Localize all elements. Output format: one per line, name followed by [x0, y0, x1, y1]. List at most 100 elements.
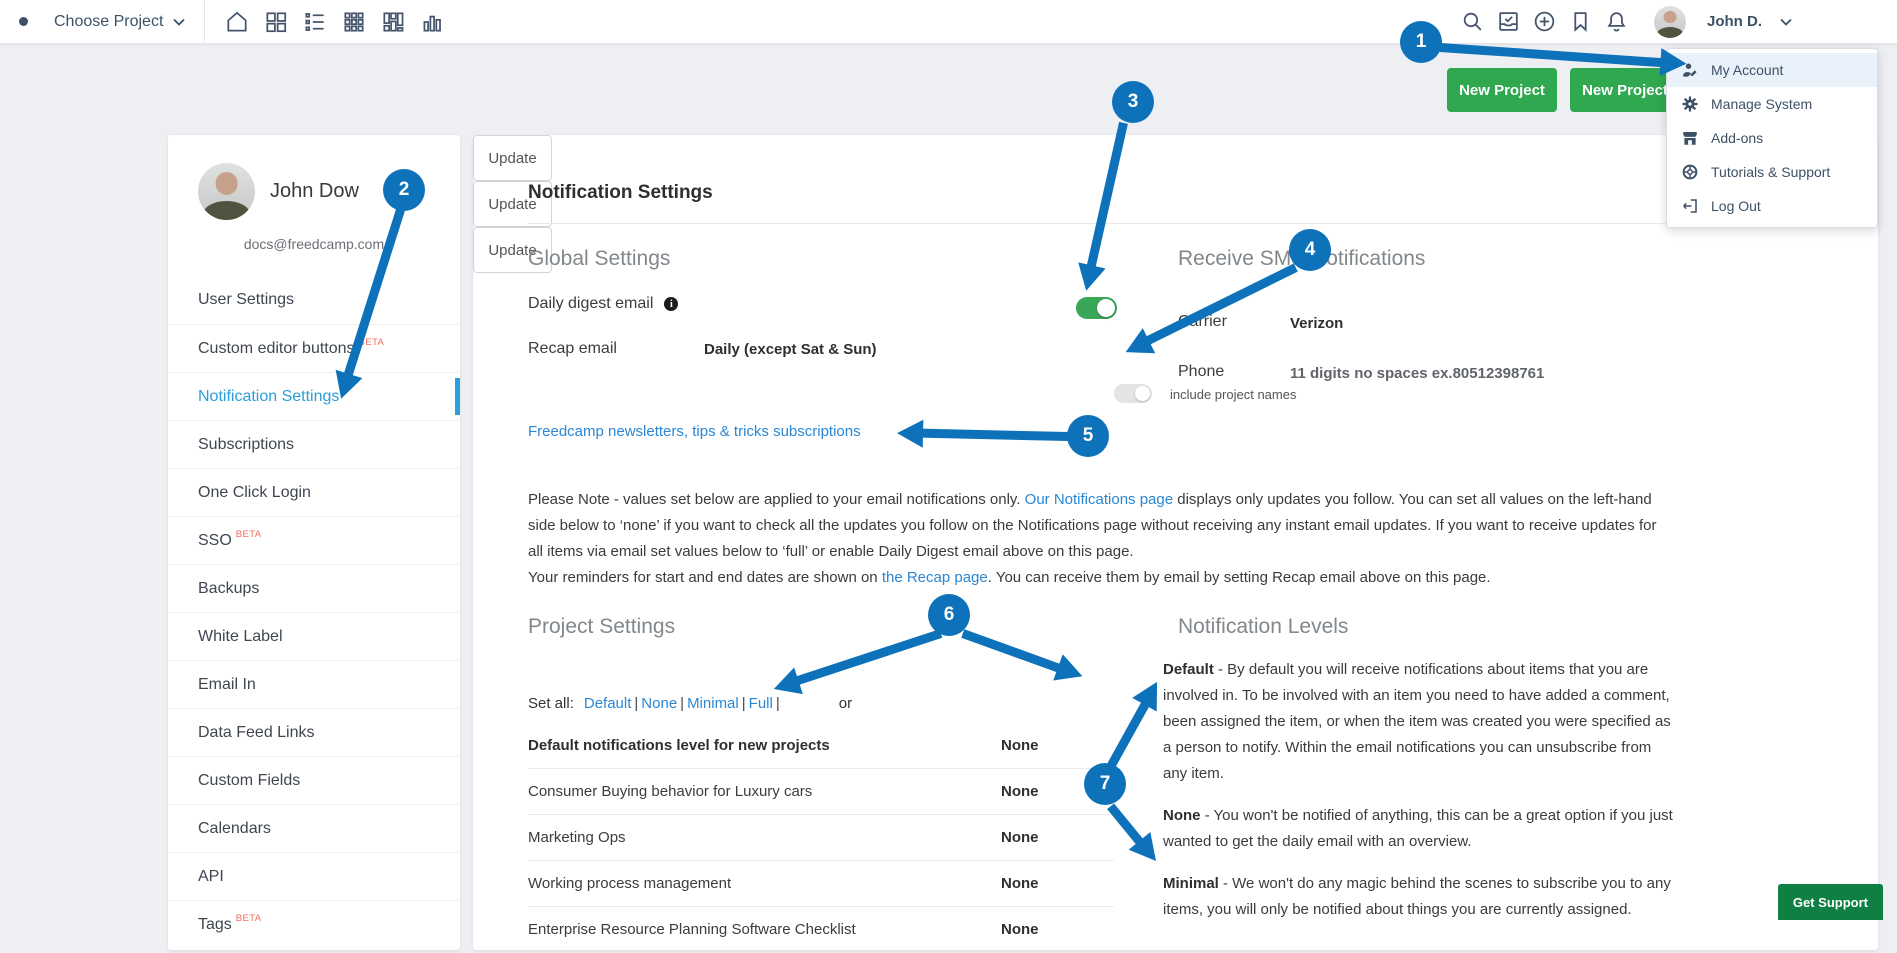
daily-digest-toggle[interactable]: [1076, 297, 1117, 319]
board-columns-icon[interactable]: [380, 9, 406, 35]
menu-item-label: My Account: [1711, 62, 1784, 78]
set-all-minimal-link[interactable]: Minimal: [687, 695, 749, 712]
daily-digest-label: Daily digest email: [528, 295, 654, 312]
add-icon[interactable]: [1532, 9, 1557, 34]
notifications-bell-icon[interactable]: [1604, 9, 1629, 34]
recap-update-button[interactable]: Update: [473, 135, 552, 181]
include-project-names-toggle[interactable]: [1114, 384, 1152, 403]
recap-email-label: Recap email: [528, 340, 617, 357]
sidebar-item-data-feed-links[interactable]: Data Feed Links: [168, 708, 460, 756]
top-bar: Choose Project John D.: [0, 0, 1897, 44]
sidebar-item-backups[interactable]: Backups: [168, 564, 460, 612]
list-view-icon[interactable]: [302, 9, 328, 35]
project-name: Default notifications level for new proj…: [528, 737, 830, 754]
notification-level-value[interactable]: None: [1001, 783, 1039, 800]
sidebar-item-white-label[interactable]: White Label: [168, 612, 460, 660]
include-project-names-label: include project names: [1170, 387, 1297, 402]
annotation-badge-6: 6: [928, 594, 970, 636]
dashboard-grid-icon[interactable]: [263, 9, 289, 35]
note-text: . You can receive them by email by setti…: [987, 569, 1491, 586]
carrier-value[interactable]: Verizon: [1290, 315, 1344, 332]
project-selector[interactable]: Choose Project: [54, 12, 164, 30]
or-label: or: [838, 694, 853, 712]
notification-level-value[interactable]: None: [1001, 875, 1039, 892]
level-description: Default - By default you will receive no…: [1163, 661, 1671, 782]
recap-email-value[interactable]: Daily (except Sat & Sun): [704, 341, 877, 358]
menu-item-tutorials-support[interactable]: Tutorials & Support: [1667, 155, 1877, 189]
beta-badge: BETA: [358, 337, 385, 348]
notification-level-value[interactable]: None: [1001, 921, 1039, 938]
user-dropdown-menu: My Account Manage System Add-ons Tutoria…: [1666, 48, 1878, 228]
notification-level-value[interactable]: None: [1001, 829, 1039, 846]
table-row: Default notifications level for new proj…: [528, 723, 1114, 769]
apps-grid-icon[interactable]: [341, 9, 367, 35]
status-dot-icon: [19, 17, 28, 26]
set-all-row: Set all: Default None Minimal Full or: [528, 680, 852, 726]
notification-levels-heading: Notification Levels: [1178, 615, 1349, 638]
table-row: Consumer Buying behavior for Luxury cars…: [528, 769, 1114, 815]
home-icon[interactable]: [224, 9, 250, 35]
sidebar-item-tags[interactable]: Tags BETA: [168, 900, 460, 948]
new-project-button-2[interactable]: New Project: [1570, 68, 1680, 112]
chevron-down-icon[interactable]: [173, 18, 186, 26]
menu-item-log-out[interactable]: Log Out: [1667, 189, 1877, 223]
notification-level-value[interactable]: None: [1001, 737, 1039, 754]
chevron-down-icon[interactable]: [1780, 18, 1792, 26]
avatar[interactable]: [1654, 5, 1686, 38]
annotation-arrow-5: [896, 419, 1069, 448]
sidebar-item-email-in[interactable]: Email In: [168, 660, 460, 708]
global-settings-heading: Global Settings: [528, 247, 671, 270]
notifications-page-link[interactable]: Our Notifications page: [1024, 491, 1174, 508]
sidebar-item-custom-editor-buttons[interactable]: Custom editor buttons BETA: [168, 324, 460, 372]
annotation-badge-2: 2: [383, 169, 425, 211]
sms-update-button[interactable]: Update: [473, 181, 552, 227]
set-all-default-link[interactable]: Default: [584, 695, 641, 712]
table-row: Enterprise Resource Planning Software Ch…: [528, 907, 1114, 953]
menu-item-my-account[interactable]: My Account: [1667, 53, 1877, 87]
person-edit-icon: [1683, 63, 1697, 77]
menu-item-manage-system[interactable]: Manage System: [1667, 87, 1877, 121]
project-name: Consumer Buying behavior for Luxury cars: [528, 783, 813, 800]
level-description: Minimal - We won't do any magic behind t…: [1163, 875, 1671, 918]
sidebar-item-one-click-login[interactable]: One Click Login: [168, 468, 460, 516]
note-text: Please Note - values set below are appli…: [528, 491, 1025, 508]
sidebar-item-user-settings[interactable]: User Settings: [198, 291, 295, 308]
annotation-badge-5: 5: [1067, 415, 1109, 457]
level-description: None - You won't be notified of anything…: [1163, 807, 1673, 850]
recap-page-link[interactable]: the Recap page: [881, 569, 988, 586]
set-all-label: Set all:: [528, 694, 574, 712]
project-settings-update-button[interactable]: Update: [473, 227, 552, 273]
newsletters-link[interactable]: Freedcamp newsletters, tips & tricks sub…: [528, 423, 861, 440]
toggle-knob: [1097, 299, 1115, 317]
profile-name: John Dow: [270, 180, 359, 202]
settings-sidebar: John Dow docs@freedcamp.com User Setting…: [168, 135, 460, 950]
phone-hint[interactable]: 11 digits no spaces ex.80512398761: [1290, 365, 1545, 382]
sidebar-item-sso[interactable]: SSO BETA: [168, 516, 460, 564]
set-all-full-link[interactable]: Full: [749, 695, 783, 712]
notification-levels-descriptions: Default - By default you will receive no…: [1163, 657, 1675, 939]
note-text: Your reminders for start and end dates a…: [528, 569, 882, 586]
store-icon: [1683, 132, 1697, 145]
sidebar-item-custom-fields[interactable]: Custom Fields: [168, 756, 460, 804]
projects-table: Default notifications level for new proj…: [528, 723, 1114, 953]
new-project-button[interactable]: New Project: [1447, 68, 1557, 112]
search-icon[interactable]: [1460, 9, 1485, 34]
table-row: Working process management None: [528, 861, 1114, 907]
note-text: displays only updates you follow. You ca…: [528, 491, 1657, 560]
menu-item-add-ons[interactable]: Add-ons: [1667, 121, 1877, 155]
menu-item-label: Add-ons: [1711, 130, 1764, 146]
info-icon[interactable]: i: [664, 297, 679, 311]
inbox-check-icon[interactable]: [1496, 9, 1521, 34]
get-support-button[interactable]: Get Support: [1777, 884, 1883, 920]
sidebar-item-subscriptions[interactable]: Subscriptions: [168, 420, 460, 468]
bookmark-icon[interactable]: [1568, 9, 1593, 34]
set-all-none-link[interactable]: None: [641, 695, 687, 712]
profile-email: docs@freedcamp.com: [243, 236, 385, 252]
reports-chart-icon[interactable]: [419, 9, 445, 35]
sidebar-item-calendars[interactable]: Calendars: [168, 804, 460, 852]
sidebar-item-notification-settings[interactable]: Notification Settings: [168, 372, 460, 420]
project-settings-heading: Project Settings: [528, 615, 676, 638]
profile-avatar: [198, 163, 255, 220]
sidebar-item-api[interactable]: API: [168, 852, 460, 900]
user-menu-trigger[interactable]: John D.: [1707, 13, 1762, 30]
